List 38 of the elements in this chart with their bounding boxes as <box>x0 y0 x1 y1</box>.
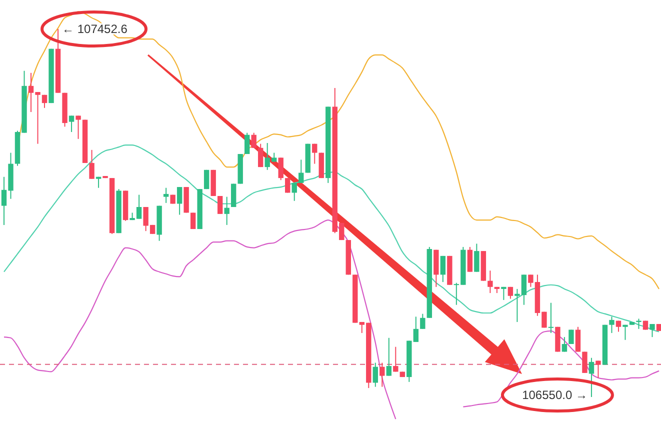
candlestick <box>622 324 628 340</box>
candlestick <box>596 360 601 378</box>
candlestick <box>393 346 398 372</box>
candlestick <box>488 270 493 294</box>
candlestick <box>582 351 588 374</box>
candlestick <box>380 362 385 388</box>
candlestick <box>285 178 290 194</box>
candlestick <box>474 243 480 272</box>
candlestick <box>650 324 655 338</box>
candlestick <box>562 336 568 352</box>
candlestick <box>609 316 614 334</box>
candlestick <box>42 94 48 108</box>
candlestick <box>217 196 223 214</box>
candlestick <box>420 313 426 330</box>
annotation: 106550.0 → <box>522 388 588 402</box>
candlestick <box>89 149 94 180</box>
candlestick <box>440 255 446 283</box>
candlestick <box>501 286 506 300</box>
candlestick <box>278 157 284 181</box>
candlestick <box>467 246 473 272</box>
candlestick <box>575 326 581 352</box>
candlestick <box>163 187 169 204</box>
candlestick <box>258 143 264 168</box>
candlestick <box>244 132 250 155</box>
candlestick <box>386 337 392 376</box>
candlestick <box>76 115 81 140</box>
candlestick <box>312 143 318 164</box>
candlestick <box>224 196 230 226</box>
candlestick <box>292 182 297 202</box>
candlestick <box>568 329 574 344</box>
candlestick <box>190 212 196 230</box>
candlestick <box>372 362 378 388</box>
candlestick <box>298 159 304 184</box>
candlestick <box>251 132 256 148</box>
candlestick <box>68 115 74 132</box>
candlestick <box>176 186 182 216</box>
candlestick <box>588 357 594 398</box>
candlestick <box>548 302 554 334</box>
